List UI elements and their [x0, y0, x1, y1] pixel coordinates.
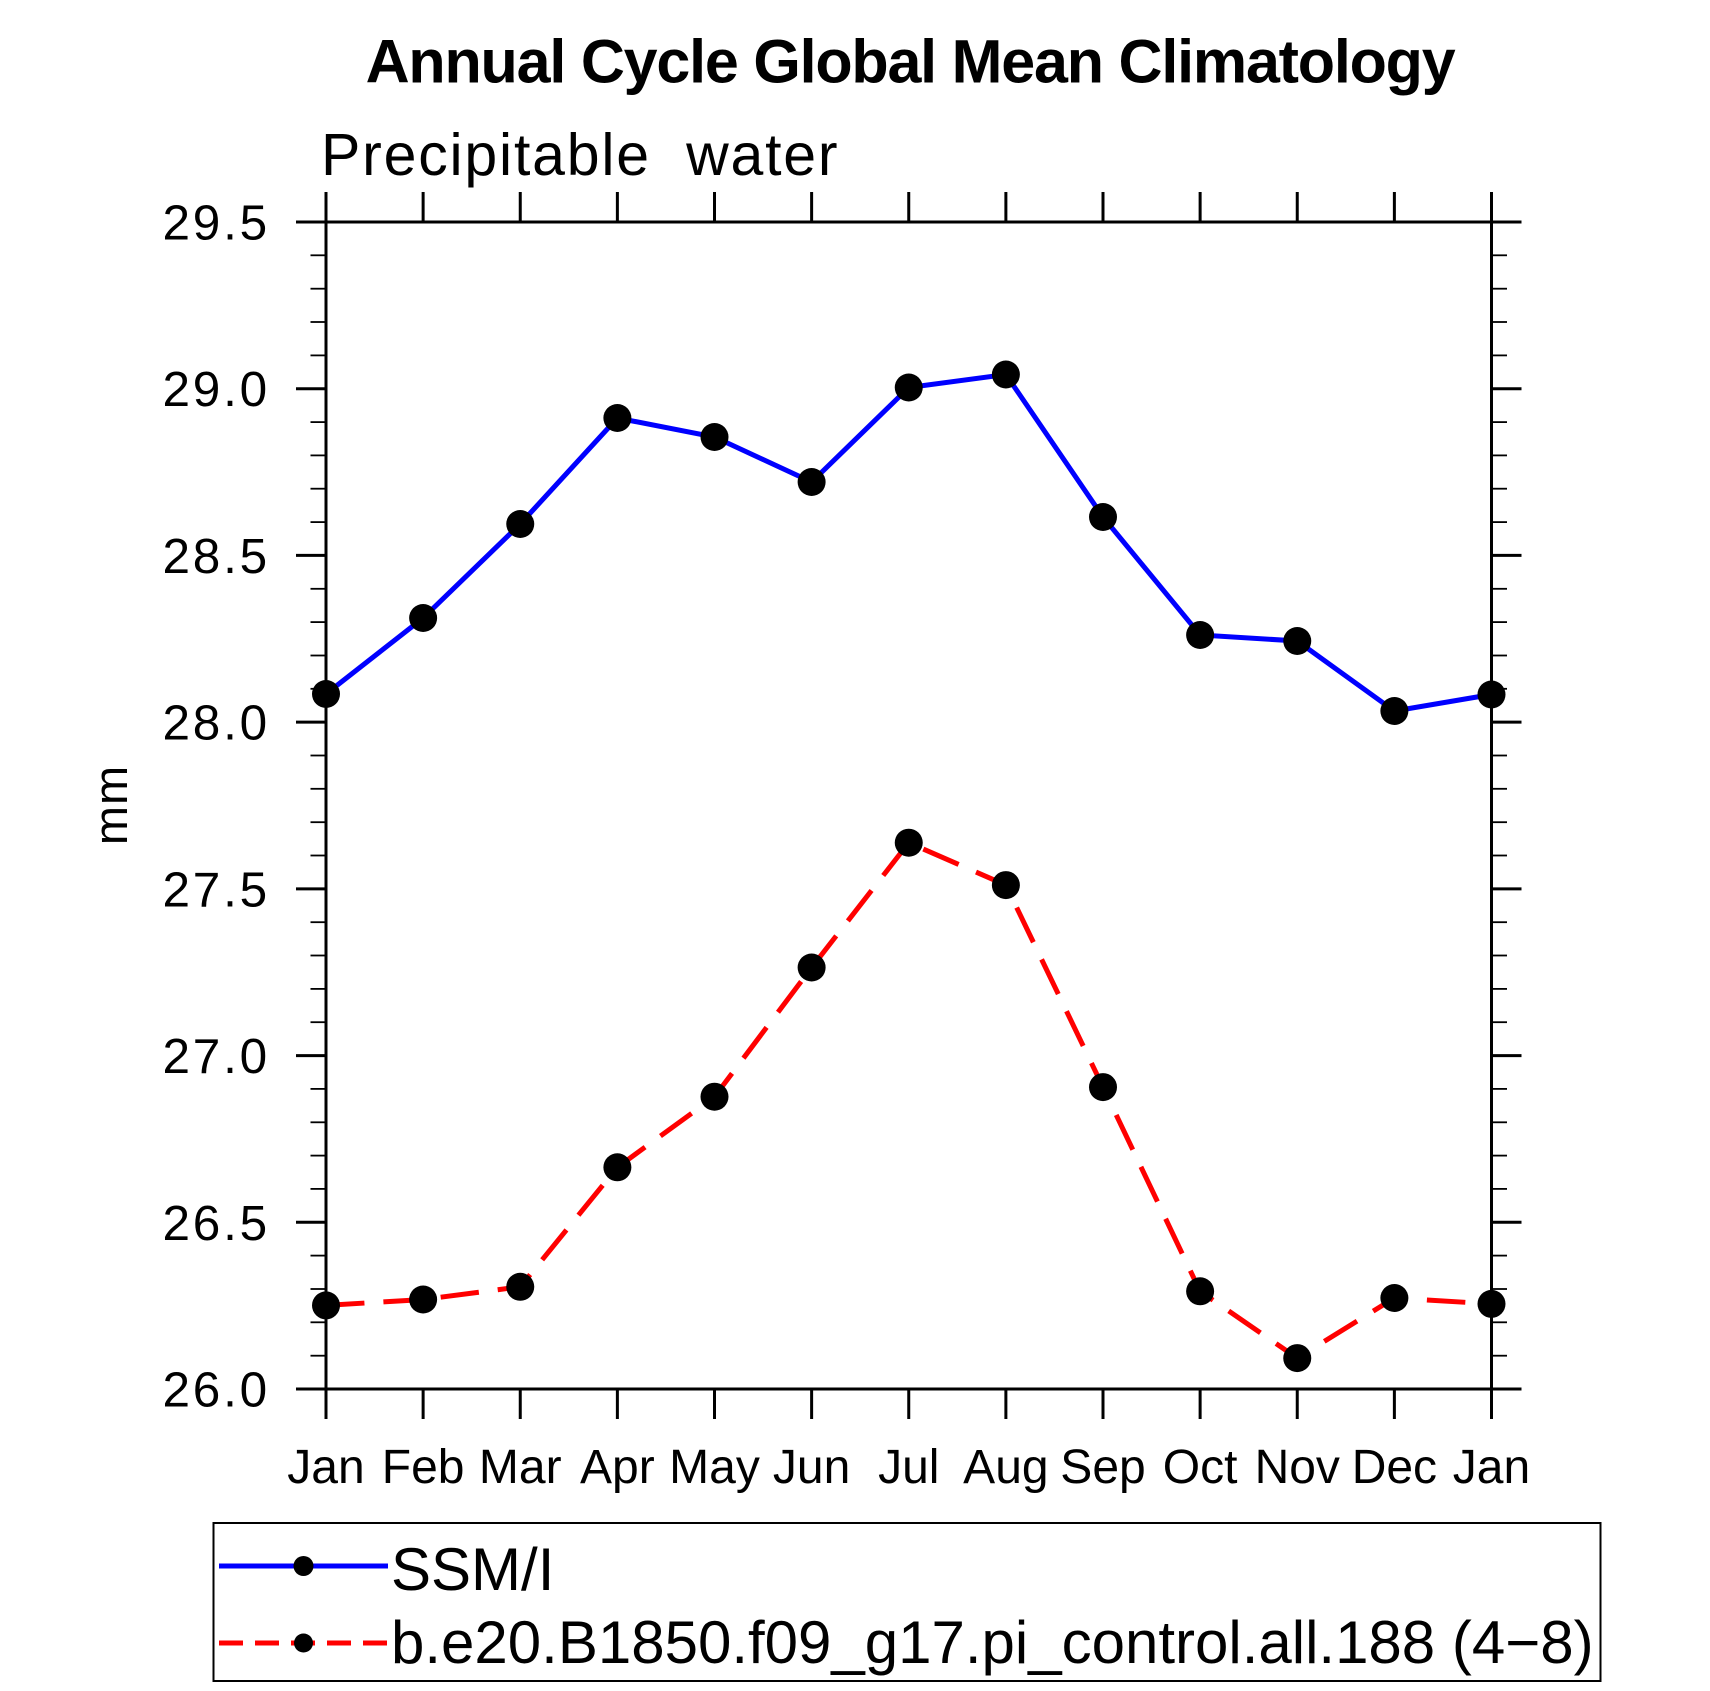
svg-text:28.5: 28.5: [162, 529, 270, 584]
svg-text:Jan: Jan: [287, 1441, 364, 1494]
svg-text:Precipitable water: Precipitable water: [321, 122, 839, 188]
svg-text:Oct: Oct: [1163, 1441, 1238, 1494]
svg-text:mm: mm: [84, 765, 137, 845]
svg-text:Feb: Feb: [382, 1441, 465, 1494]
svg-text:SSM/I: SSM/I: [391, 1536, 554, 1603]
svg-text:Mar: Mar: [479, 1441, 562, 1494]
svg-text:Jan: Jan: [1453, 1441, 1530, 1494]
svg-text:28.0: 28.0: [162, 696, 270, 751]
svg-text:Jul: Jul: [878, 1441, 939, 1494]
svg-text:29.0: 29.0: [162, 362, 270, 417]
svg-text:b.e20.B1850.f09_g17.pi_control: b.e20.B1850.f09_g17.pi_control.all.188 (…: [391, 1609, 1594, 1676]
svg-text:29.5: 29.5: [162, 196, 270, 251]
svg-text:Dec: Dec: [1352, 1441, 1437, 1494]
svg-text:Jun: Jun: [773, 1441, 850, 1494]
svg-text:26.0: 26.0: [162, 1363, 270, 1418]
svg-text:26.5: 26.5: [162, 1196, 270, 1251]
svg-text:27.0: 27.0: [162, 1029, 270, 1084]
svg-text:Sep: Sep: [1060, 1441, 1145, 1494]
svg-text:Annual Cycle Global Mean Clima: Annual Cycle Global Mean Climatology: [366, 28, 1456, 96]
svg-text:Aug: Aug: [963, 1441, 1048, 1494]
svg-text:May: May: [669, 1441, 760, 1494]
svg-text:27.5: 27.5: [162, 862, 270, 917]
svg-text:Nov: Nov: [1255, 1441, 1340, 1494]
svg-text:Apr: Apr: [580, 1441, 655, 1494]
